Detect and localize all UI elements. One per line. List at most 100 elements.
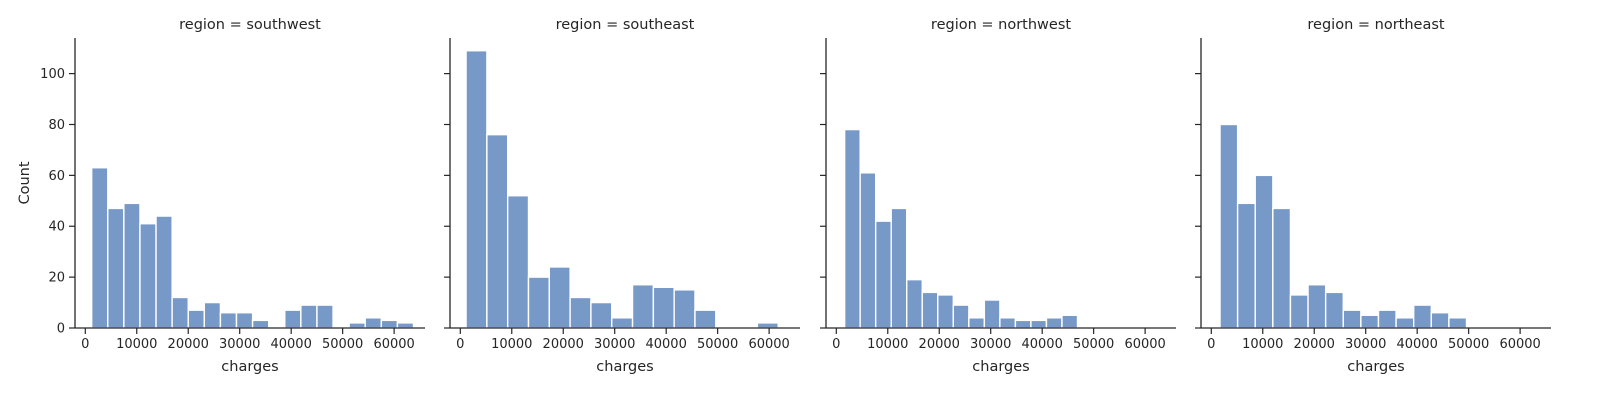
panel-southwest-x-tick-label: 20000 — [168, 337, 209, 352]
panel-southeast-bar — [694, 309, 717, 329]
panel-southwest-bar — [171, 296, 189, 329]
panel-northeast-bar — [1324, 291, 1344, 329]
panel-northwest-x-tick-label: 30000 — [970, 337, 1011, 352]
panel-southwest-bar — [348, 322, 366, 329]
panel-southeast-x-tick-label: 0 — [456, 337, 464, 352]
panel-northeast-x-tick-label: 10000 — [1242, 337, 1283, 352]
panel-northwest-bar — [937, 294, 955, 329]
panel-northwest-x-tick-label: 0 — [832, 337, 840, 352]
panel-southeast-bar — [465, 50, 488, 329]
panel-southwest-bar — [107, 207, 125, 329]
panel-southwest-x-tick-label: 40000 — [270, 337, 311, 352]
panel-southwest-x-tick-label: 30000 — [219, 337, 260, 352]
panel-northeast-x-tick-label: 20000 — [1294, 337, 1335, 352]
panel-southeast-x-tick-label: 50000 — [697, 337, 738, 352]
panel-southeast-x-tick-label: 40000 — [645, 337, 686, 352]
y-axis-title: Count — [17, 161, 33, 204]
panel-southeast-x-tick-label: 60000 — [748, 337, 789, 352]
panel-northeast-bar — [1412, 304, 1432, 329]
panel-southeast-bar — [548, 266, 571, 329]
panel-northwest-x-tick-label: 10000 — [867, 337, 908, 352]
panel-southwest-bar — [300, 304, 318, 329]
panel-northeast-x-tick-label: 60000 — [1499, 337, 1540, 352]
panel-southeast-bar — [506, 195, 530, 329]
y-tick-label: 60 — [48, 169, 65, 184]
panel-northwest-bar — [843, 128, 861, 329]
panel-northwest-bar — [952, 304, 970, 329]
panel-southwest-bar — [396, 322, 415, 329]
y-tick-label: 0 — [57, 322, 65, 337]
panel-southeast-bar — [631, 284, 655, 329]
panel-northwest-bar — [859, 172, 877, 329]
panel-northeast-x-tick-label: 0 — [1207, 337, 1215, 352]
panel-northeast-bar — [1289, 294, 1309, 329]
panel-southwest-bar — [203, 301, 222, 329]
panel-southeast-x-tick-label: 20000 — [543, 337, 584, 352]
panel-northwest-bar — [1030, 319, 1048, 329]
panel-southeast-bar — [673, 289, 696, 329]
panel-northwest-bar — [968, 317, 986, 329]
panel-northeast-x-tick-label: 50000 — [1448, 337, 1489, 352]
panel-northwest-x-tick-label: 50000 — [1073, 337, 1114, 352]
panel-southeast-title: region = southeast — [556, 17, 695, 33]
y-tick-label: 100 — [40, 67, 65, 82]
y-tick-label: 20 — [48, 271, 65, 286]
panel-northwest-bar — [1014, 319, 1032, 329]
panel-northeast-title: region = northeast — [1307, 17, 1444, 33]
panel-southwest-x-tick-label: 60000 — [373, 337, 414, 352]
panel-northeast-bar — [1448, 317, 1468, 329]
panel-southwest-x-axis-title: charges — [221, 359, 278, 375]
panel-southeast-bar — [652, 286, 675, 329]
panel-northwest-x-tick-label: 20000 — [919, 337, 960, 352]
panel-southwest-bar — [380, 319, 399, 329]
panel-northeast-bar — [1307, 284, 1327, 329]
panel-northwest-bar — [983, 299, 1001, 329]
y-tick-label: 40 — [48, 220, 65, 235]
panel-northeast-bar — [1254, 174, 1274, 329]
y-tick-label: 80 — [48, 118, 65, 133]
panel-northeast-bar — [1360, 314, 1380, 329]
panel-northeast-bar — [1236, 202, 1256, 329]
panel-southwest-x-tick-label: 10000 — [116, 337, 157, 352]
panel-northeast-bar — [1342, 309, 1362, 329]
panel-southeast-bar — [486, 133, 509, 329]
panel-northeast-bar — [1395, 317, 1415, 329]
panel-northwest-bar — [1045, 317, 1063, 329]
panel-southwest-bar — [364, 317, 383, 329]
panel-southwest-bar — [90, 167, 109, 329]
panel-southwest-title: region = southwest — [179, 17, 321, 33]
panel-northwest-x-tick-label: 40000 — [1021, 337, 1062, 352]
panel-southeast-bar — [590, 301, 613, 329]
panel-southeast-bar — [611, 317, 634, 329]
panel-southwest-bar — [284, 309, 302, 329]
panel-northwest-x-axis-title: charges — [972, 359, 1029, 375]
panel-southwest-bar — [139, 223, 157, 329]
panel-northwest-bar — [874, 220, 892, 329]
panel-northeast-x-tick-label: 30000 — [1345, 337, 1386, 352]
panel-southwest-x-tick-label: 0 — [81, 337, 89, 352]
panel-southwest-bar — [219, 312, 238, 329]
panel-northwest-bar — [890, 207, 908, 329]
panel-northwest-bar — [921, 291, 939, 329]
panel-southeast-bar — [756, 322, 779, 329]
panel-northeast-bar — [1430, 312, 1450, 329]
panel-northwest-bar — [999, 317, 1017, 329]
panel-southeast-x-axis-title: charges — [596, 359, 653, 375]
panel-southeast-x-tick-label: 30000 — [594, 337, 635, 352]
panel-northeast-x-tick-label: 40000 — [1396, 337, 1437, 352]
panel-northeast-bar — [1377, 309, 1397, 329]
panel-northeast-bar — [1219, 123, 1239, 329]
panel-southeast-x-tick-label: 10000 — [491, 337, 532, 352]
panel-northwest-x-tick-label: 60000 — [1124, 337, 1165, 352]
panel-southwest-bar — [316, 304, 334, 329]
panel-northeast-x-axis-title: charges — [1347, 359, 1404, 375]
panel-northwest-title: region = northwest — [931, 17, 1071, 33]
panel-southwest-bar — [187, 309, 206, 329]
panel-southwest-x-tick-label: 50000 — [322, 337, 363, 352]
panel-northwest-bar — [906, 278, 923, 329]
panel-northwest-bar — [1061, 314, 1079, 329]
panel-southeast-bar — [527, 276, 551, 329]
panel-northeast-bar — [1272, 207, 1292, 329]
panel-southwest-bar — [235, 312, 254, 329]
